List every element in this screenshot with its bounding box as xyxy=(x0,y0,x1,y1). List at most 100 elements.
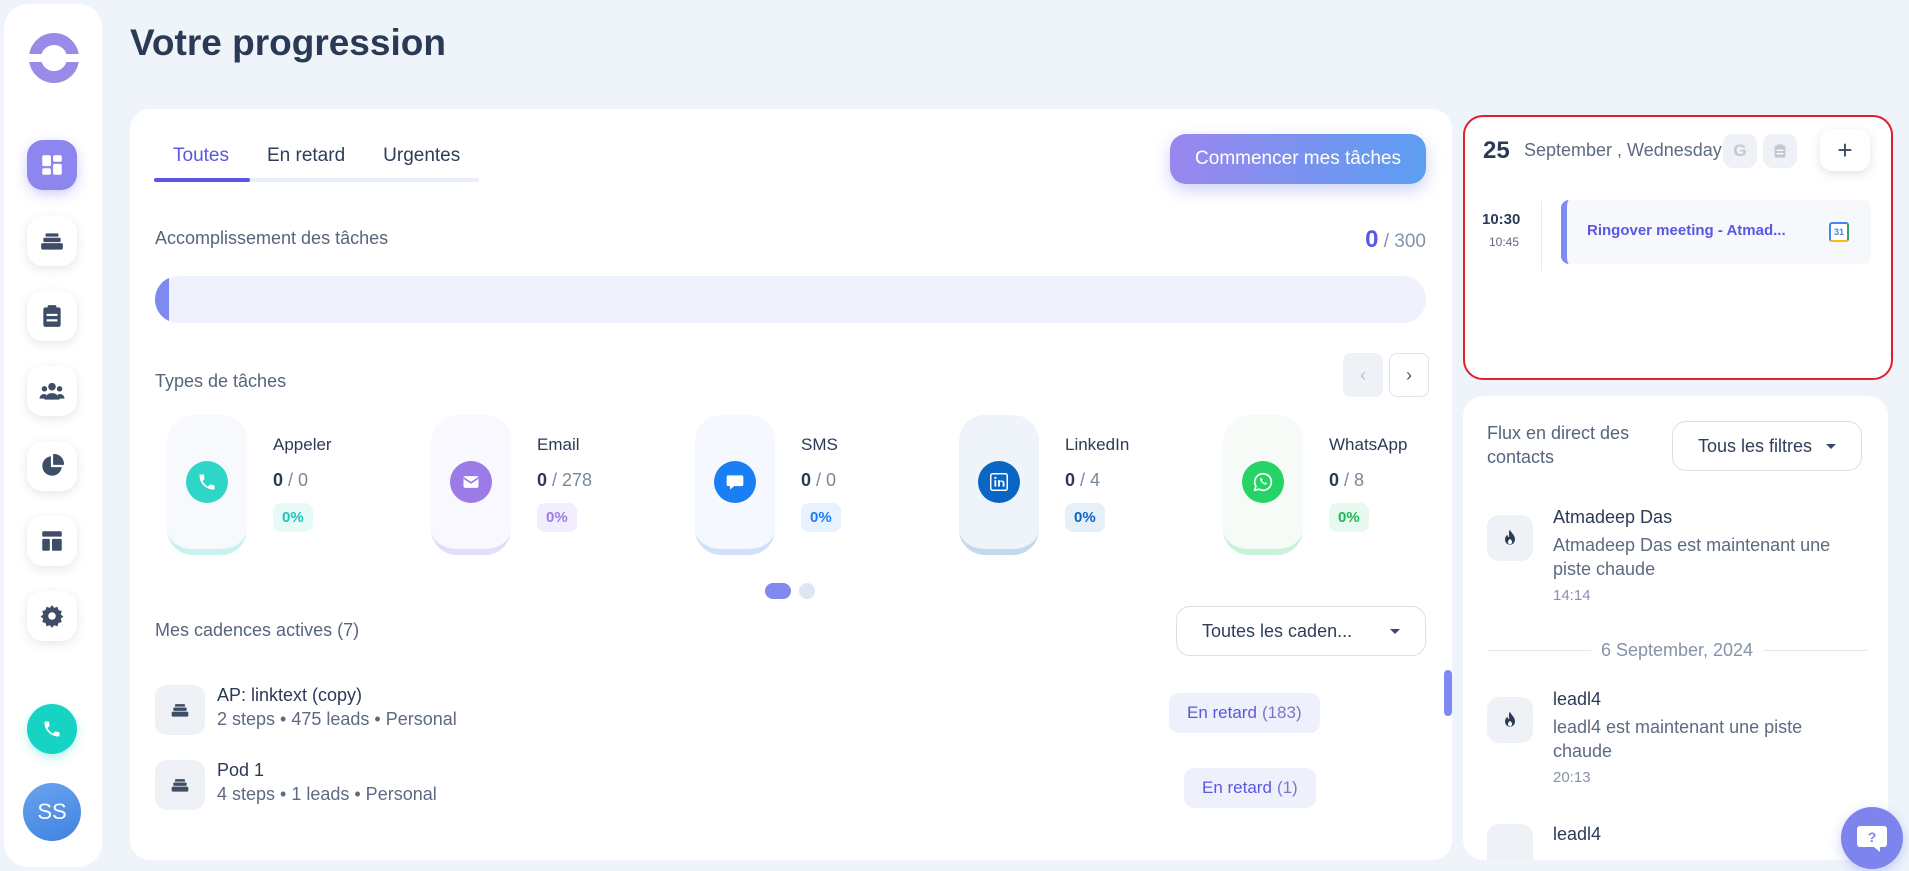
user-avatar[interactable]: SS xyxy=(23,783,81,841)
carousel-dot[interactable] xyxy=(765,583,791,599)
calendar-event[interactable]: Ringover meeting - Atmad... 31 xyxy=(1561,200,1871,264)
event-start-time: 10:30 xyxy=(1482,211,1521,228)
help-button[interactable]: ? xyxy=(1841,807,1903,869)
active-tab-indicator xyxy=(154,178,250,182)
nav-tasks[interactable] xyxy=(27,291,77,341)
tab-urgent[interactable]: Urgentes xyxy=(383,145,461,166)
feed-contact-name: Atmadeep Das xyxy=(1553,507,1673,527)
cadence-meta: 2 steps • 475 leads • Personal xyxy=(217,709,457,729)
whatsapp-icon xyxy=(1242,461,1284,503)
nav-dashboard[interactable] xyxy=(27,140,77,190)
carousel-dot[interactable] xyxy=(799,583,815,599)
caret-down-icon xyxy=(1390,628,1400,634)
carousel-prev-button[interactable]: ‹ xyxy=(1343,353,1383,397)
start-tasks-button[interactable]: Commencer mes tâches xyxy=(1170,134,1426,184)
accomplishment-count: 0 / 300 xyxy=(1365,226,1426,253)
cadence-name: Pod 1 xyxy=(217,760,265,780)
task-type-percent: 0% xyxy=(1065,503,1105,532)
cadence-filter-value: Toutes les caden... xyxy=(1202,620,1353,641)
feed-description: leadl4 est maintenant une piste chaude xyxy=(1553,717,1803,761)
feed-date-separator: 6 September, 2024 xyxy=(1487,640,1867,660)
templates-icon xyxy=(42,531,62,551)
calendar-panel: 25 September , Wednesday G + 10:30 10:45… xyxy=(1463,115,1893,380)
event-title: Ringover meeting - Atmad... xyxy=(1587,222,1786,239)
task-type-pill xyxy=(695,415,775,555)
feed-title: Flux en direct des contacts xyxy=(1487,423,1630,467)
svg-text:?: ? xyxy=(1868,829,1877,845)
cadence-list-scrollbar[interactable] xyxy=(1444,670,1452,716)
event-divider xyxy=(1541,201,1542,271)
progress-fill xyxy=(155,276,169,323)
task-type-count: 0 / 278 xyxy=(537,470,593,490)
live-feed-panel: Flux en direct des contacts Tous les fil… xyxy=(1463,396,1888,860)
task-type-percent: 0% xyxy=(273,503,313,532)
task-type-call[interactable]: Appeler 0 / 0 0% xyxy=(167,415,431,555)
task-type-name: WhatsApp xyxy=(1329,435,1408,454)
feed-filter-value: Tous les filtres xyxy=(1698,435,1813,456)
cadences-icon xyxy=(41,233,63,250)
task-type-pill xyxy=(431,415,511,555)
clipboard-icon[interactable] xyxy=(1763,134,1797,168)
task-type-name: SMS xyxy=(801,435,838,454)
task-type-sms[interactable]: SMS 0 / 0 0% xyxy=(695,415,959,555)
cadence-icon xyxy=(155,685,205,735)
feed-time: 14:14 xyxy=(1553,587,1591,604)
feed-contact-name: leadl4 xyxy=(1553,689,1602,709)
task-tabs: Toutes En retard Urgentes xyxy=(154,145,479,184)
tab-overdue[interactable]: En retard xyxy=(266,145,346,166)
task-type-linkedin[interactable]: LinkedIn 0 / 4 0% xyxy=(959,415,1223,555)
task-type-pill xyxy=(167,415,247,555)
dashboard-icon xyxy=(42,155,62,175)
fire-icon xyxy=(1487,515,1533,561)
tab-all[interactable]: Toutes xyxy=(173,145,229,166)
mail-icon xyxy=(450,461,492,503)
feed-filter-select[interactable]: Tous les filtres xyxy=(1672,421,1862,471)
cadences-label: Mes cadences actives (7) xyxy=(155,620,360,640)
feed-time: 20:13 xyxy=(1553,769,1591,786)
plus-icon: + xyxy=(1837,134,1853,165)
nav-settings[interactable] xyxy=(27,591,77,641)
carousel-next-button[interactable]: › xyxy=(1389,353,1429,397)
app-logo[interactable] xyxy=(28,32,80,84)
task-type-count: 0 / 0 xyxy=(801,470,837,490)
feed-date: 6 September, 2024 xyxy=(1600,639,1754,660)
cadence-filter-select[interactable]: Toutes les caden... xyxy=(1176,606,1426,656)
task-type-count: 0 / 4 xyxy=(1065,470,1101,490)
dialer-button[interactable] xyxy=(27,704,77,754)
add-event-button[interactable]: + xyxy=(1820,129,1870,171)
cadence-row[interactable]: Pod 1 4 steps • 1 leads • Personal En re… xyxy=(155,757,1445,813)
page-title: Votre progression xyxy=(130,22,446,63)
task-type-name: LinkedIn xyxy=(1065,435,1130,454)
task-type-percent: 0% xyxy=(1329,503,1369,532)
nav-cadences[interactable] xyxy=(27,216,77,266)
task-type-whatsapp[interactable]: WhatsApp 0 / 8 0% xyxy=(1223,415,1423,555)
task-type-name: Email xyxy=(537,435,580,454)
cadence-row[interactable]: AP: linktext (copy) 2 steps • 475 leads … xyxy=(155,682,1445,738)
nav-analytics[interactable] xyxy=(27,441,77,491)
task-type-email[interactable]: Email 0 / 278 0% xyxy=(431,415,695,555)
calendar-day-number: 25 xyxy=(1483,137,1510,164)
analytics-icon xyxy=(42,454,64,476)
accomplishment-progress-bar xyxy=(155,276,1426,323)
google-icon[interactable]: G xyxy=(1723,134,1757,168)
phone-icon xyxy=(44,721,60,737)
linkedin-icon xyxy=(978,461,1020,503)
google-calendar-icon: 31 xyxy=(1829,222,1849,242)
nav-team[interactable] xyxy=(27,366,77,416)
tasks-icon xyxy=(43,305,61,327)
feed-contact-name: leadl4 xyxy=(1553,824,1602,844)
cadence-status-badge[interactable]: En retard (183) xyxy=(1169,693,1320,733)
task-type-pill xyxy=(1223,415,1303,555)
chevron-left-icon: ‹ xyxy=(1360,364,1366,385)
task-types-label: Types de tâches xyxy=(155,371,287,391)
task-type-count: 0 / 8 xyxy=(1329,470,1365,490)
nav-templates[interactable] xyxy=(27,516,77,566)
accomplishment-label: Accomplissement des tâches xyxy=(155,228,389,248)
event-end-time: 10:45 xyxy=(1489,235,1520,249)
task-type-name: Appeler xyxy=(273,435,332,454)
chat-bubble-icon xyxy=(714,461,756,503)
cadence-status-badge[interactable]: En retard (1) xyxy=(1184,768,1316,808)
carousel-pagination xyxy=(765,583,815,599)
feed-description: Atmadeep Das est maintenant une piste ch… xyxy=(1553,535,1831,579)
cadence-name: AP: linktext (copy) xyxy=(217,685,363,705)
